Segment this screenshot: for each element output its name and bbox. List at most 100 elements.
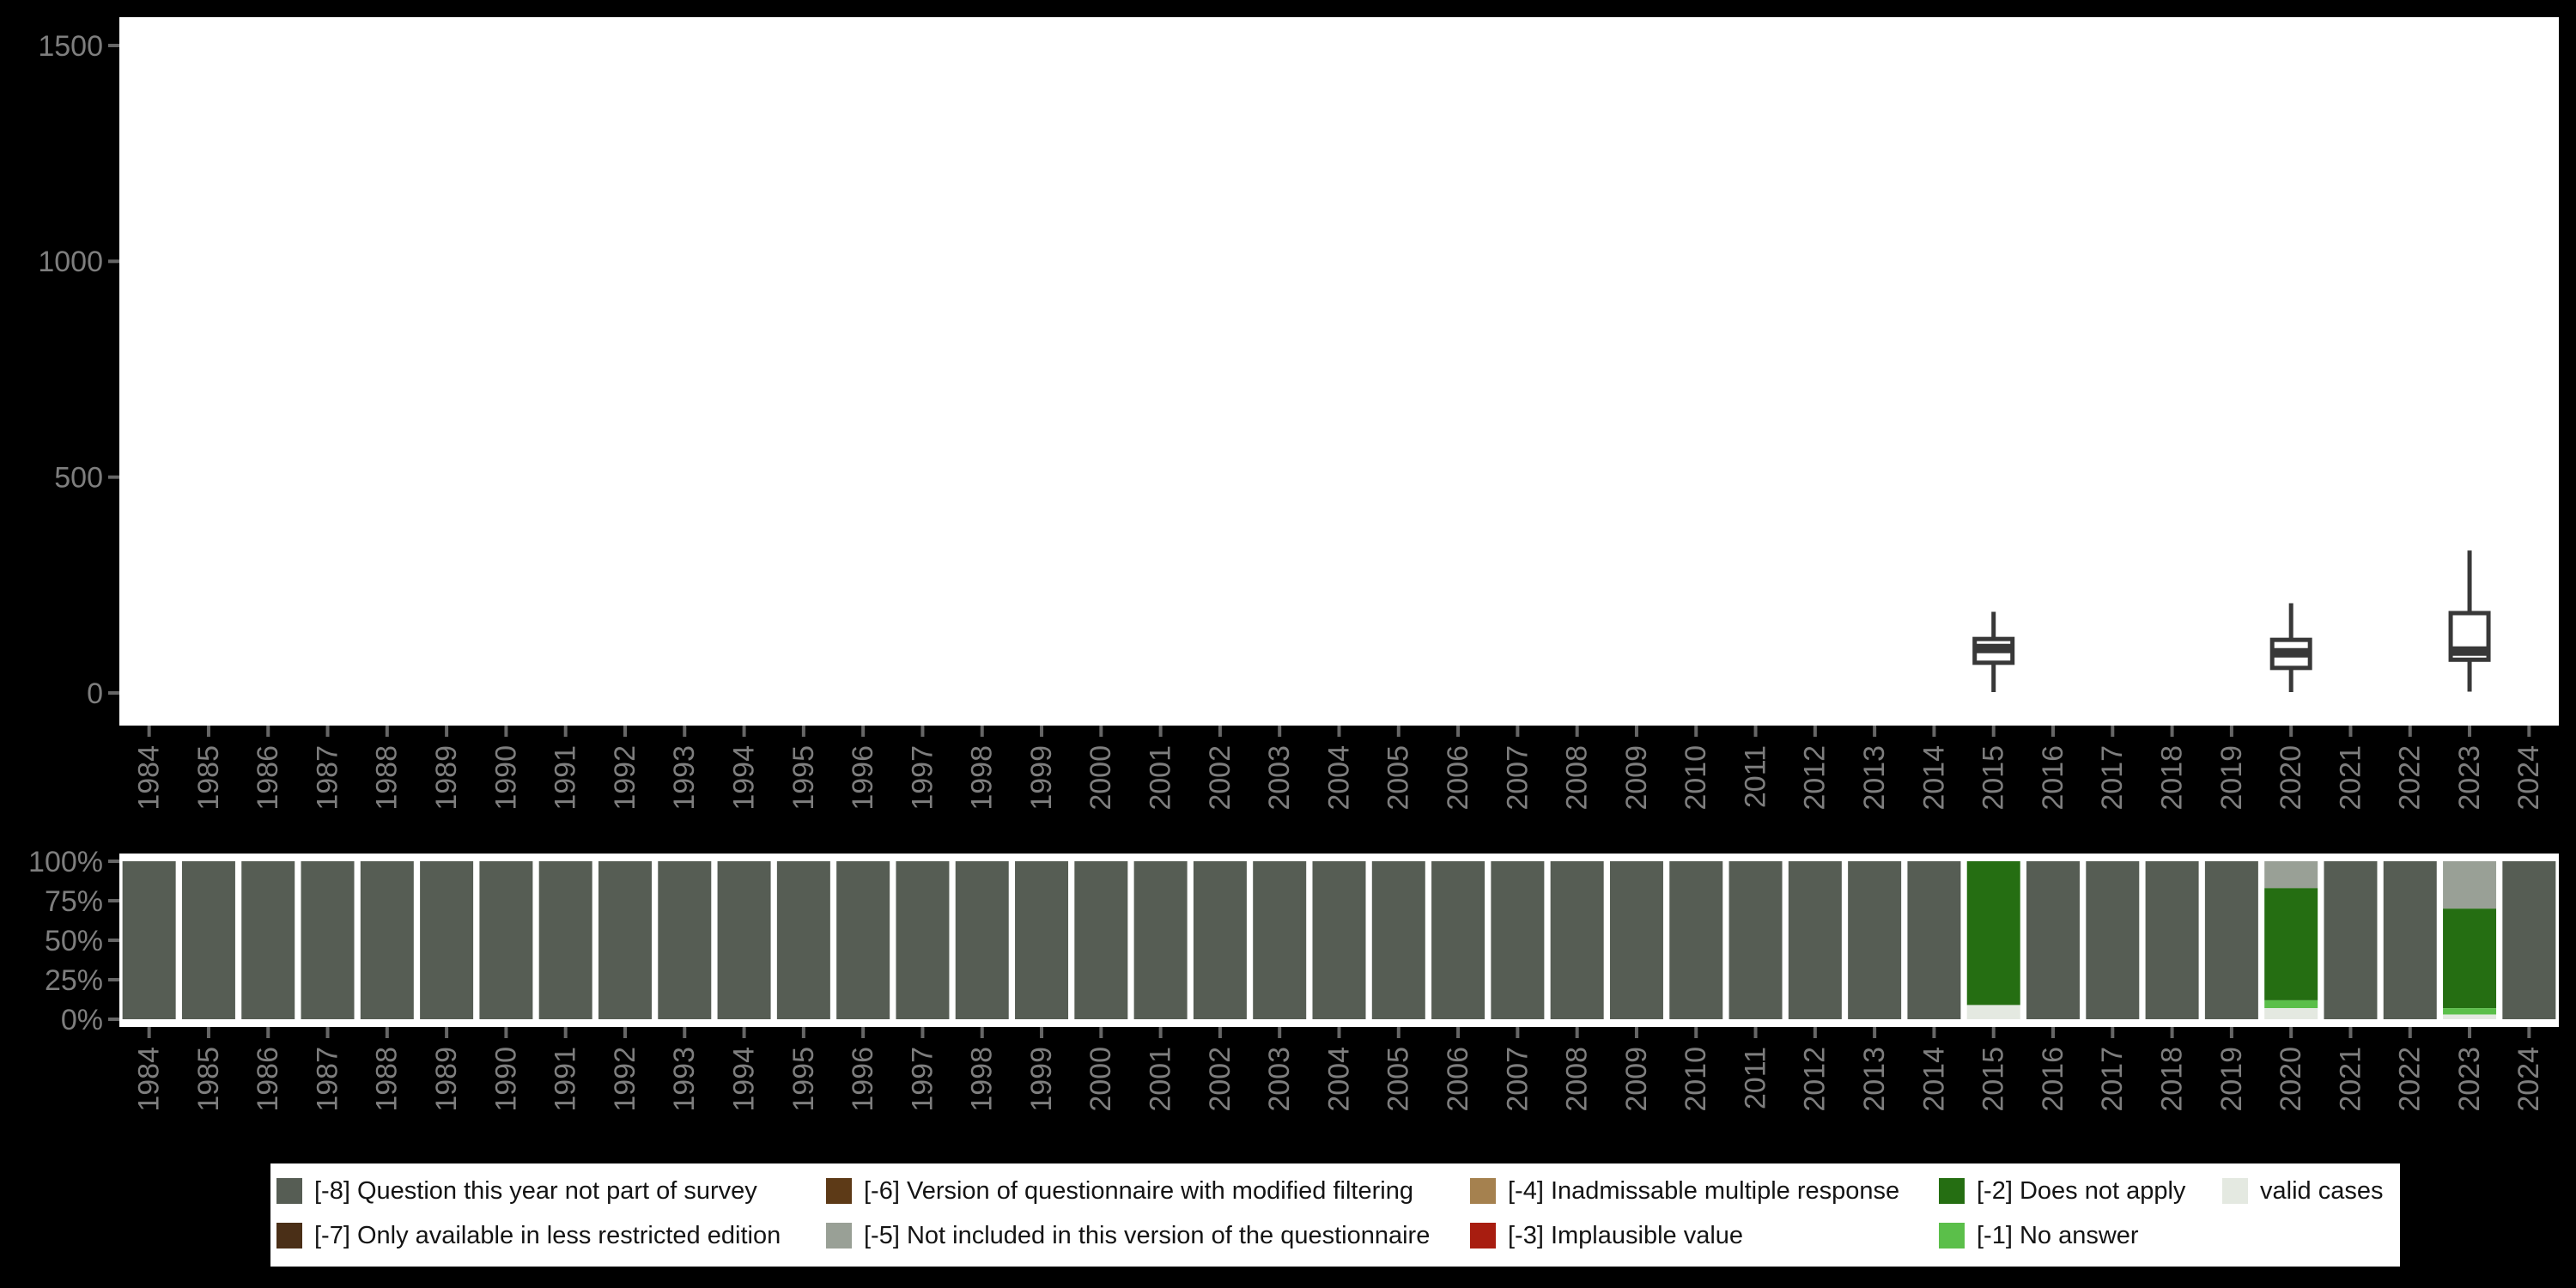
bar-1992 [598, 861, 652, 1019]
bar-2013 [1848, 861, 1902, 1019]
bar-segment--8 [836, 861, 890, 1019]
legend-label--5: [-5] Not included in this version of the… [864, 1222, 1431, 1249]
legend-item--5: [-5] Not included in this version of the… [826, 1223, 1430, 1249]
bar-2008 [1550, 861, 1604, 1019]
bar-segment--8 [1312, 861, 1366, 1019]
bar-segment--1 [2264, 999, 2318, 1009]
x-axis-tick-label: 2001 [1145, 745, 1177, 811]
y-axis-tick-label: 75% [45, 885, 103, 918]
bar-segment--8 [2383, 861, 2437, 1019]
bar-segment--8 [1728, 861, 1783, 1019]
boxplot-chart: 0 500 1000 1500 1984 1985 1986 1987 1988 1989 1990… [38, 17, 2559, 811]
x-axis-tick-label: 1993 [668, 745, 701, 811]
boxplot-plot-area [119, 17, 2559, 726]
bar-2023 [2443, 861, 2497, 1019]
bar-segment--8 [1431, 861, 1485, 1019]
bar-1999 [1015, 861, 1069, 1019]
bar-segment--8 [2145, 861, 2199, 1019]
bar-segment--5 [2264, 861, 2318, 889]
bar-2019 [2204, 861, 2258, 1019]
bar-segment--5 [2443, 861, 2497, 909]
bar-segment--8 [2324, 861, 2378, 1019]
bar-segment--1 [2443, 1008, 2497, 1015]
x-axis-tick-label: 2024 [2512, 1047, 2545, 1112]
x-axis-tick-label: 2013 [1858, 745, 1891, 811]
bar-2021 [2324, 861, 2378, 1019]
x-axis-tick-label: 2009 [1620, 745, 1653, 811]
boxplot-2015 [1972, 611, 2015, 692]
x-axis-tick-label: 1997 [906, 1047, 939, 1112]
bar-segment-valid [1966, 1005, 2020, 1019]
x-axis-tick-label: 2017 [2096, 1047, 2129, 1112]
legend-swatch--8 [276, 1178, 302, 1204]
y-axis-tick-label: 0% [61, 1004, 103, 1036]
x-axis-tick-label: 2006 [1442, 745, 1474, 811]
bar-1997 [896, 861, 950, 1019]
x-axis-tick-label: 1994 [727, 745, 760, 811]
x-axis-tick-label: 2015 [1978, 1047, 2010, 1112]
x-axis-tick-label: 2014 [1917, 745, 1950, 811]
x-axis-tick-label: 1992 [609, 1047, 641, 1112]
x-axis-tick-label: 2023 [2453, 1047, 2486, 1112]
bar-2000 [1074, 861, 1128, 1019]
x-axis-tick-label: 1990 [489, 745, 522, 811]
x-axis-tick-label: 2007 [1501, 1047, 1534, 1112]
legend-item--7: [-7] Only available in less restricted e… [276, 1223, 781, 1249]
bar-1987 [301, 861, 355, 1019]
x-axis-tick-label: 2020 [2275, 745, 2307, 811]
bar-segment--2 [2264, 888, 2318, 1000]
bar-2017 [2086, 861, 2140, 1019]
x-axis-tick-label: 2018 [2155, 745, 2188, 811]
x-axis-tick-label: 2016 [2037, 1047, 2069, 1112]
boxplot-2020 [2269, 603, 2312, 692]
legend-item--2: [-2] Does not apply [1939, 1178, 2185, 1204]
legend-label--6: [-6] Version of questionnaire with modif… [864, 1177, 1413, 1205]
x-axis-tick-label: 2017 [2096, 745, 2129, 811]
x-axis-tick-label: 2010 [1680, 745, 1712, 811]
bar-1991 [538, 861, 592, 1019]
legend-label--2: [-2] Does not apply [1977, 1177, 2186, 1205]
x-axis-tick-label: 1987 [311, 745, 343, 811]
x-axis-tick-label: 1989 [430, 1047, 463, 1112]
x-axis-tick-label: 2003 [1263, 1047, 1296, 1112]
bar-1985 [181, 861, 235, 1019]
x-axis-tick-label: 1993 [668, 1047, 701, 1112]
legend-swatch--7 [276, 1223, 302, 1249]
bar-2011 [1728, 861, 1783, 1019]
x-axis-tick-label: 2005 [1382, 1047, 1415, 1112]
legend-item--8: [-8] Question this year not part of surv… [276, 1178, 757, 1204]
x-axis-tick-label: 2005 [1382, 745, 1415, 811]
x-axis-tick-label: 1996 [847, 745, 879, 811]
stacked-bar-chart: 100% 75% 50% 25% 0% 1984 1985 1986 1987 1988 1989 1… [28, 846, 2559, 1112]
legend-swatch--5 [826, 1223, 852, 1249]
bar-2006 [1431, 861, 1485, 1019]
bar-segment--8 [1669, 861, 1723, 1019]
bar-segment--8 [658, 861, 712, 1019]
y-axis-tick-label: 50% [45, 925, 103, 957]
y-axis-tick-label: 500 [54, 462, 103, 495]
bar-2015 [1966, 861, 2020, 1019]
bar-1988 [360, 861, 414, 1019]
x-axis-tick-label: 1995 [787, 1047, 820, 1112]
bar-segment--8 [2204, 861, 2258, 1019]
bar-2010 [1669, 861, 1723, 1019]
x-axis-tick-label: 2000 [1084, 1047, 1117, 1112]
x-axis-tick-label: 1996 [847, 1047, 879, 1112]
bar-segment--8 [241, 861, 295, 1019]
bar-1994 [717, 861, 771, 1019]
y-axis-tick-label: 100% [28, 846, 103, 878]
x-axis-tick-label: 1986 [252, 1047, 284, 1112]
x-axis-tick-label: 2008 [1561, 1047, 1594, 1112]
bar-segment--8 [776, 861, 830, 1019]
y-axis-tick-label: 0 [87, 677, 103, 710]
x-axis-tick-label: 2011 [1739, 1047, 1771, 1109]
bar-segment--8 [1074, 861, 1128, 1019]
bar-segment--8 [420, 861, 474, 1019]
x-axis-tick-label: 2000 [1084, 745, 1117, 811]
x-axis-tick-label: 2020 [2275, 1047, 2307, 1112]
x-axis-tick-label: 2004 [1322, 745, 1355, 811]
bar-segment--8 [1253, 861, 1307, 1019]
legend-swatch--1 [1939, 1223, 1965, 1249]
x-axis-tick-label: 1988 [371, 745, 404, 811]
